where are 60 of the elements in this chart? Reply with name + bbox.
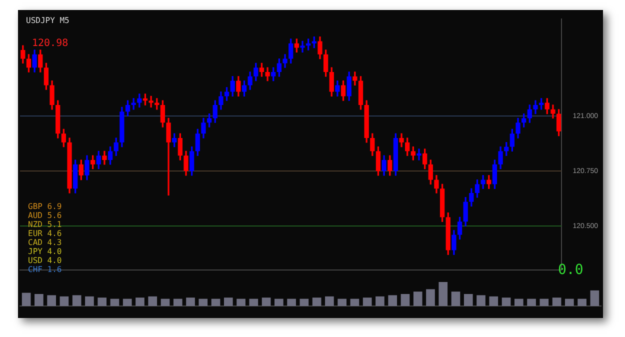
bar	[413, 292, 422, 306]
candlestick	[148, 96, 154, 108]
bar	[148, 296, 158, 306]
bar	[400, 294, 410, 306]
bar	[198, 298, 208, 306]
bar	[211, 298, 220, 306]
candlestick	[300, 40, 305, 53]
bar	[388, 295, 398, 306]
annotation: CHF 1.6	[28, 265, 62, 274]
bar	[110, 298, 120, 306]
candlestick	[416, 148, 422, 160]
bar	[338, 298, 346, 306]
bar	[376, 296, 384, 306]
bar	[72, 295, 82, 306]
bar	[464, 294, 473, 306]
bar	[274, 298, 284, 306]
bar	[350, 298, 360, 306]
bar	[489, 296, 498, 306]
bar	[476, 295, 486, 306]
bar	[527, 298, 536, 306]
bar	[438, 282, 448, 306]
bar	[540, 298, 549, 306]
bar	[578, 298, 586, 306]
annotation: EUR 4.6	[28, 229, 62, 238]
bar	[136, 298, 144, 306]
bar	[22, 292, 31, 306]
bar	[47, 295, 56, 306]
bar	[85, 296, 94, 306]
chart-title: USDJPY M5	[26, 16, 70, 25]
bar	[160, 298, 170, 306]
bar	[451, 292, 460, 306]
bar	[98, 298, 107, 306]
bar	[249, 298, 258, 306]
bar	[287, 298, 296, 306]
annotation: NZD 5.1	[28, 220, 62, 229]
annotation: 120.98	[32, 38, 68, 49]
annotation: GBP 6.9	[28, 202, 62, 211]
bar	[312, 298, 322, 306]
bar	[122, 298, 132, 306]
bar	[325, 296, 334, 306]
bar	[565, 298, 574, 306]
bar	[514, 298, 524, 306]
bar	[362, 298, 372, 306]
annotation: USD 4.0	[28, 256, 62, 265]
annotation: CAD 4.3	[28, 238, 62, 247]
bar	[224, 298, 233, 306]
bar	[60, 296, 69, 306]
annotation: AUD 5.6	[28, 211, 62, 220]
bar	[502, 298, 511, 306]
annotation: JPY 4.0	[28, 247, 62, 256]
bar	[552, 298, 562, 306]
bar	[173, 298, 182, 306]
bar	[186, 298, 195, 306]
bar	[262, 298, 271, 306]
bar	[34, 294, 44, 306]
annotation: 0.0	[558, 262, 584, 278]
bar	[426, 289, 435, 306]
bar	[236, 298, 246, 306]
bar	[590, 290, 600, 306]
bar	[300, 298, 309, 306]
